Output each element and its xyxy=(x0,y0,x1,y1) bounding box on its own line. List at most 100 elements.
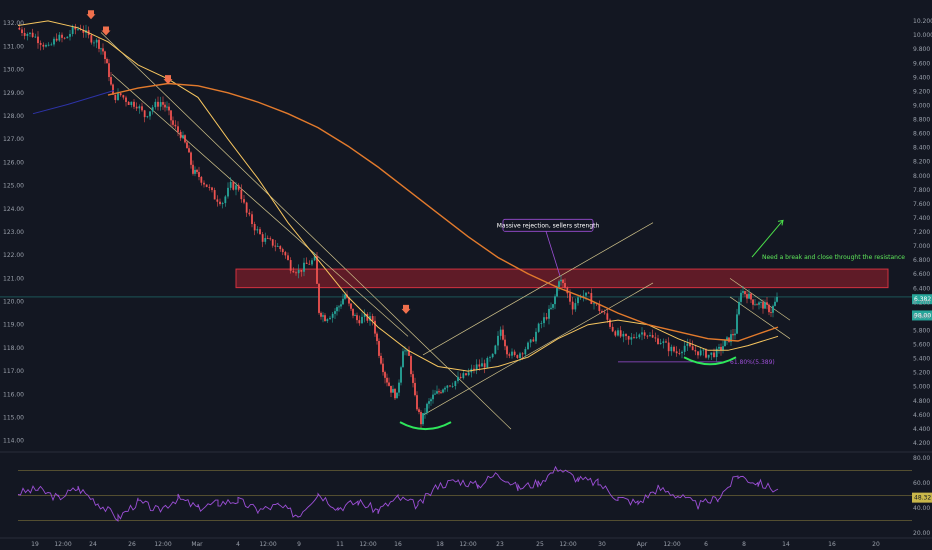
candle-body xyxy=(462,373,465,379)
trend-line xyxy=(729,296,791,339)
candle-body xyxy=(606,313,609,320)
candle-body xyxy=(227,187,229,197)
candle-body xyxy=(133,101,135,107)
candle-body xyxy=(543,317,545,324)
candle-body xyxy=(213,190,216,200)
candle-body xyxy=(483,363,486,368)
y-right-tick-label: 4.800 xyxy=(913,398,930,405)
candle-body xyxy=(722,346,724,350)
candle-body xyxy=(350,303,352,309)
candle-body xyxy=(90,35,93,43)
candle-body xyxy=(654,337,657,339)
y-right-tick-label: 8.400 xyxy=(913,145,930,152)
candle-body xyxy=(622,333,625,337)
candle-body xyxy=(527,342,529,350)
x-tick-label: 9 xyxy=(297,541,301,548)
candle-body xyxy=(764,302,766,309)
candle-body xyxy=(705,349,707,358)
y-right-tick-label: 9.400 xyxy=(913,74,930,81)
candle-body xyxy=(689,343,691,347)
price-tag xyxy=(912,294,932,305)
candle-body xyxy=(540,323,543,324)
candle-body xyxy=(768,304,770,313)
y-right-tick-label: 7.600 xyxy=(913,201,930,208)
candle-body xyxy=(74,26,77,30)
candle-body xyxy=(320,312,322,317)
candle-body xyxy=(548,308,550,319)
candle-body xyxy=(754,304,756,306)
candle-body xyxy=(560,279,562,282)
candle-body xyxy=(63,37,66,39)
candle-body xyxy=(675,351,678,354)
candle-body xyxy=(380,355,382,364)
rsi-value-label: 48.32 xyxy=(914,495,931,502)
candle-body xyxy=(724,340,726,347)
candle-body xyxy=(519,353,521,358)
candle-body xyxy=(149,111,151,117)
candle-body xyxy=(308,263,311,265)
x-tick-label: 16 xyxy=(828,541,836,548)
candle-body xyxy=(297,270,300,274)
candle-body xyxy=(426,403,428,413)
candle-body xyxy=(738,301,740,315)
candle-body xyxy=(633,337,635,339)
candle-body xyxy=(157,101,159,107)
candle-body xyxy=(61,34,63,38)
candle-body xyxy=(182,135,184,139)
candle-body xyxy=(432,394,434,400)
candle-body xyxy=(428,401,430,404)
candle-body xyxy=(363,314,366,317)
candle-body xyxy=(66,36,69,39)
candle-body xyxy=(26,33,29,36)
y-right-tick-label: 7.800 xyxy=(913,187,930,194)
candle-body xyxy=(449,385,451,387)
candle-body xyxy=(486,357,489,368)
candle-body xyxy=(617,330,619,336)
candle-body xyxy=(366,314,369,321)
y-right-tick-label: 5.800 xyxy=(913,327,930,334)
y-left-tick-label: 128.00 xyxy=(3,113,24,120)
candle-body xyxy=(329,317,331,320)
candle-body xyxy=(303,262,305,272)
candle-body xyxy=(374,320,376,334)
candle-body xyxy=(552,304,554,308)
candle-body xyxy=(281,249,284,253)
candle-body xyxy=(295,272,297,274)
y-right-tick-label: 7.400 xyxy=(913,215,930,222)
candle-body xyxy=(361,316,363,324)
sell-arrow-marker xyxy=(163,75,173,85)
y-right-tick-label: 6.600 xyxy=(913,271,930,278)
candle-body xyxy=(37,36,39,44)
candle-body xyxy=(481,363,483,367)
candle-body xyxy=(532,339,535,342)
candle-body xyxy=(316,256,318,284)
candle-body xyxy=(311,260,313,265)
candle-body xyxy=(673,346,675,352)
candle-body xyxy=(229,181,232,188)
candle-body xyxy=(326,319,329,322)
y-right-tick-label: 4.600 xyxy=(913,412,930,419)
candle-body xyxy=(566,287,569,294)
candle-body xyxy=(699,350,702,356)
candle-body xyxy=(418,409,420,413)
candle-body xyxy=(344,294,346,299)
candle-body xyxy=(404,350,406,352)
rsi-tick-label: 40.00 xyxy=(913,505,930,512)
trend-line xyxy=(111,73,409,337)
candle-body xyxy=(558,281,560,288)
candle-body xyxy=(752,299,754,305)
candle-body xyxy=(143,110,146,118)
candle-body xyxy=(686,343,689,346)
candle-body xyxy=(504,339,506,347)
fib-level-label: 61.80%(5.389) xyxy=(730,359,775,366)
y-left-tick-label: 126.00 xyxy=(3,159,24,166)
candle-body xyxy=(438,391,440,393)
candle-body xyxy=(440,392,442,394)
candle-body xyxy=(279,246,282,250)
candle-body xyxy=(300,270,303,272)
candle-body xyxy=(198,172,200,177)
candle-body xyxy=(574,303,577,310)
candle-body xyxy=(554,296,556,305)
